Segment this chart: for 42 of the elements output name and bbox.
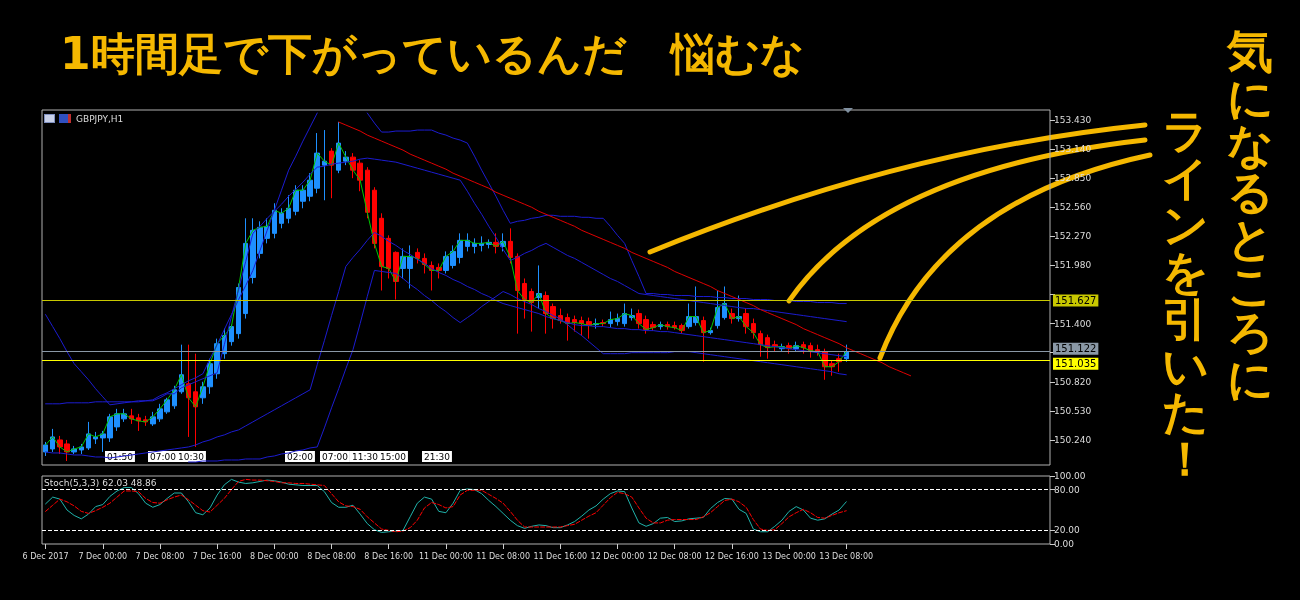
y-tick-label: 150.530 [1054,405,1092,416]
y-tick-label: 100.00 [1054,471,1086,481]
y-tick-label: 150.820 [1054,376,1092,387]
annotation: 11:30 [352,451,379,462]
y-tick-label: 152.270 [1054,231,1092,242]
chart-subtitle: GBPJPY,H1 [76,113,124,124]
x-tick-label: 12 Dec 16:00 [704,551,759,561]
annotation: 21:30 [424,451,451,462]
x-tick-label: 12 Dec 00:00 [590,551,645,561]
x-tick-label: 11 Dec 16:00 [533,551,588,561]
chart-title: Stoch(5,3,3) 62.03 48.86 [44,477,157,488]
x-tick-label: 8 Dec 08:00 [307,551,356,561]
annotation: 07:00 [322,451,349,462]
ref-line-label: 151.627 [1055,295,1097,307]
y-tick-label: 151.400 [1054,318,1092,329]
text: 気になるところに [1225,24,1275,407]
annotation: 07:00 [150,451,177,462]
y-tick-label: 0.00 [1054,539,1075,549]
y-tick-label: 153.430 [1054,115,1092,126]
y-tick-label: 80.00 [1054,484,1081,495]
y-tick-label: 152.560 [1054,202,1092,213]
x-tick-label: 7 Dec 16:00 [192,551,242,561]
annotation: 15:00 [380,451,407,462]
y-tick-label: 151.980 [1054,260,1092,271]
x-tick-label: 13 Dec 08:00 [819,551,874,561]
x-tick-label: 6 Dec 2017 [22,551,69,561]
x-tick-label: 12 Dec 08:00 [647,551,702,561]
x-tick-label: 8 Dec 16:00 [364,551,414,561]
x-tick-label: 7 Dec 00:00 [78,551,128,561]
x-tick-label: 11 Dec 08:00 [476,551,531,561]
y-tick-label: 20.00 [1054,525,1081,536]
ref-line-label: 151.035 [1055,358,1097,370]
annotation: 02:00 [287,451,314,462]
ref-line-label: 151.122 [1055,343,1097,355]
chart-title: 1時間足で下がっているんだ 悩むな [60,28,805,79]
y-tick-label: 150.240 [1054,434,1092,445]
annotation: ラインを引いた！ [1160,104,1210,487]
annotation: 10:30 [178,451,205,462]
x-tick-label: 7 Dec 08:00 [135,551,185,561]
x-tick-label: 8 Dec 00:00 [249,551,299,561]
x-tick-label: 13 Dec 00:00 [762,551,816,561]
x-tick-label: 11 Dec 00:00 [419,551,473,561]
